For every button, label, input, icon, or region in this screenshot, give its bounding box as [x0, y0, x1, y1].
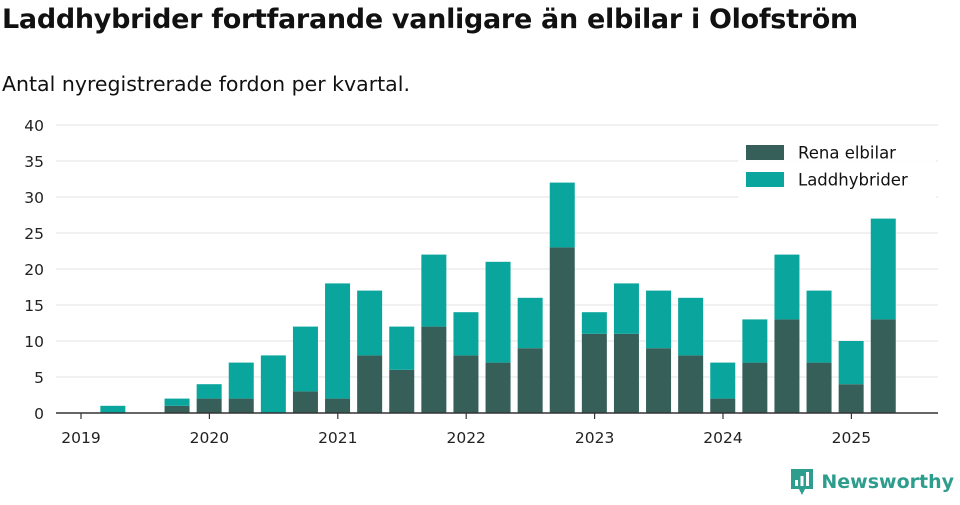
bar-rena-elbilar [357, 355, 383, 413]
bar-rena-elbilar [613, 333, 639, 413]
bar-rena-elbilar [806, 362, 832, 413]
bar-rena-elbilar [678, 355, 704, 413]
bar-rena-elbilar [774, 319, 800, 413]
legend-label: Rena elbilar [798, 144, 896, 163]
bar-laddhybrider [292, 326, 318, 392]
bar-rena-elbilar [196, 398, 222, 413]
chart-subtitle: Antal nyregistrerade fordon per kvartal. [2, 72, 410, 96]
bar-rena-elbilar [710, 398, 736, 413]
bar-rena-elbilar [549, 247, 575, 413]
bar-rena-elbilar [164, 405, 190, 413]
y-tick-label: 0 [34, 405, 44, 423]
bar-rena-elbilar [325, 398, 351, 413]
y-tick-label: 10 [24, 333, 44, 351]
y-tick-label: 35 [24, 153, 44, 171]
bar-laddhybrider [164, 398, 190, 406]
bar-laddhybrider [710, 362, 736, 399]
legend: Rena elbilar Laddhybrider [738, 138, 936, 200]
bar-laddhybrider [581, 312, 607, 334]
bar-laddhybrider [549, 182, 575, 248]
x-tick-label: 2019 [61, 429, 100, 447]
bar-rena-elbilar [228, 398, 254, 413]
y-tick-label: 25 [24, 225, 44, 243]
bar-laddhybrider [774, 254, 800, 320]
bar-laddhybrider [100, 405, 126, 413]
x-tick-label: 2025 [832, 429, 871, 447]
bar-laddhybrider [196, 384, 222, 399]
y-tick-label: 15 [24, 297, 44, 315]
bar-rena-elbilar [292, 391, 318, 413]
bar-rena-elbilar [389, 369, 415, 413]
bar-laddhybrider [325, 283, 351, 399]
y-tick-label: 5 [34, 369, 44, 387]
bar-chart-icon [791, 469, 814, 495]
legend-label: Laddhybrider [798, 171, 908, 190]
bar-rena-elbilar [646, 348, 672, 413]
brand-label: Newsworthy [821, 471, 954, 493]
bar-laddhybrider [357, 290, 383, 356]
newsworthy-logo: Newsworthy [789, 467, 954, 497]
bar-laddhybrider [838, 341, 864, 385]
bar-laddhybrider [742, 319, 768, 363]
bar-rena-elbilar [485, 362, 511, 413]
bar-rena-elbilar [870, 319, 896, 413]
bar-laddhybrider [453, 312, 479, 356]
bar-laddhybrider [678, 297, 704, 356]
bar-rena-elbilar [742, 362, 768, 413]
bar-laddhybrider [517, 297, 543, 349]
bar-laddhybrider [646, 290, 672, 349]
legend-swatch [746, 172, 784, 187]
bar-laddhybrider [421, 254, 447, 327]
chart-title: Laddhybrider fortfarande vanligare än el… [2, 4, 858, 35]
y-tick-label: 20 [24, 261, 44, 279]
y-tick-label: 30 [24, 189, 44, 207]
bar-rena-elbilar [421, 326, 447, 413]
bar-laddhybrider [228, 362, 254, 399]
bar-rena-elbilar [453, 355, 479, 413]
bar-laddhybrider [485, 261, 511, 363]
x-tick-label: 2024 [703, 429, 742, 447]
bar-laddhybrider [870, 218, 896, 320]
x-tick-label: 2023 [575, 429, 614, 447]
bars [100, 182, 896, 413]
x-tick-label: 2020 [190, 429, 229, 447]
y-tick-label: 40 [24, 117, 44, 135]
bar-rena-elbilar [517, 348, 543, 413]
bar-rena-elbilar [838, 384, 864, 413]
bar-laddhybrider [389, 326, 415, 370]
bar-laddhybrider [613, 283, 639, 334]
x-tick-label: 2022 [446, 429, 485, 447]
bar-rena-elbilar [581, 333, 607, 413]
legend-swatch [746, 145, 784, 160]
bar-laddhybrider [260, 355, 286, 413]
x-tick-label: 2021 [318, 429, 357, 447]
bar-laddhybrider [806, 290, 832, 363]
